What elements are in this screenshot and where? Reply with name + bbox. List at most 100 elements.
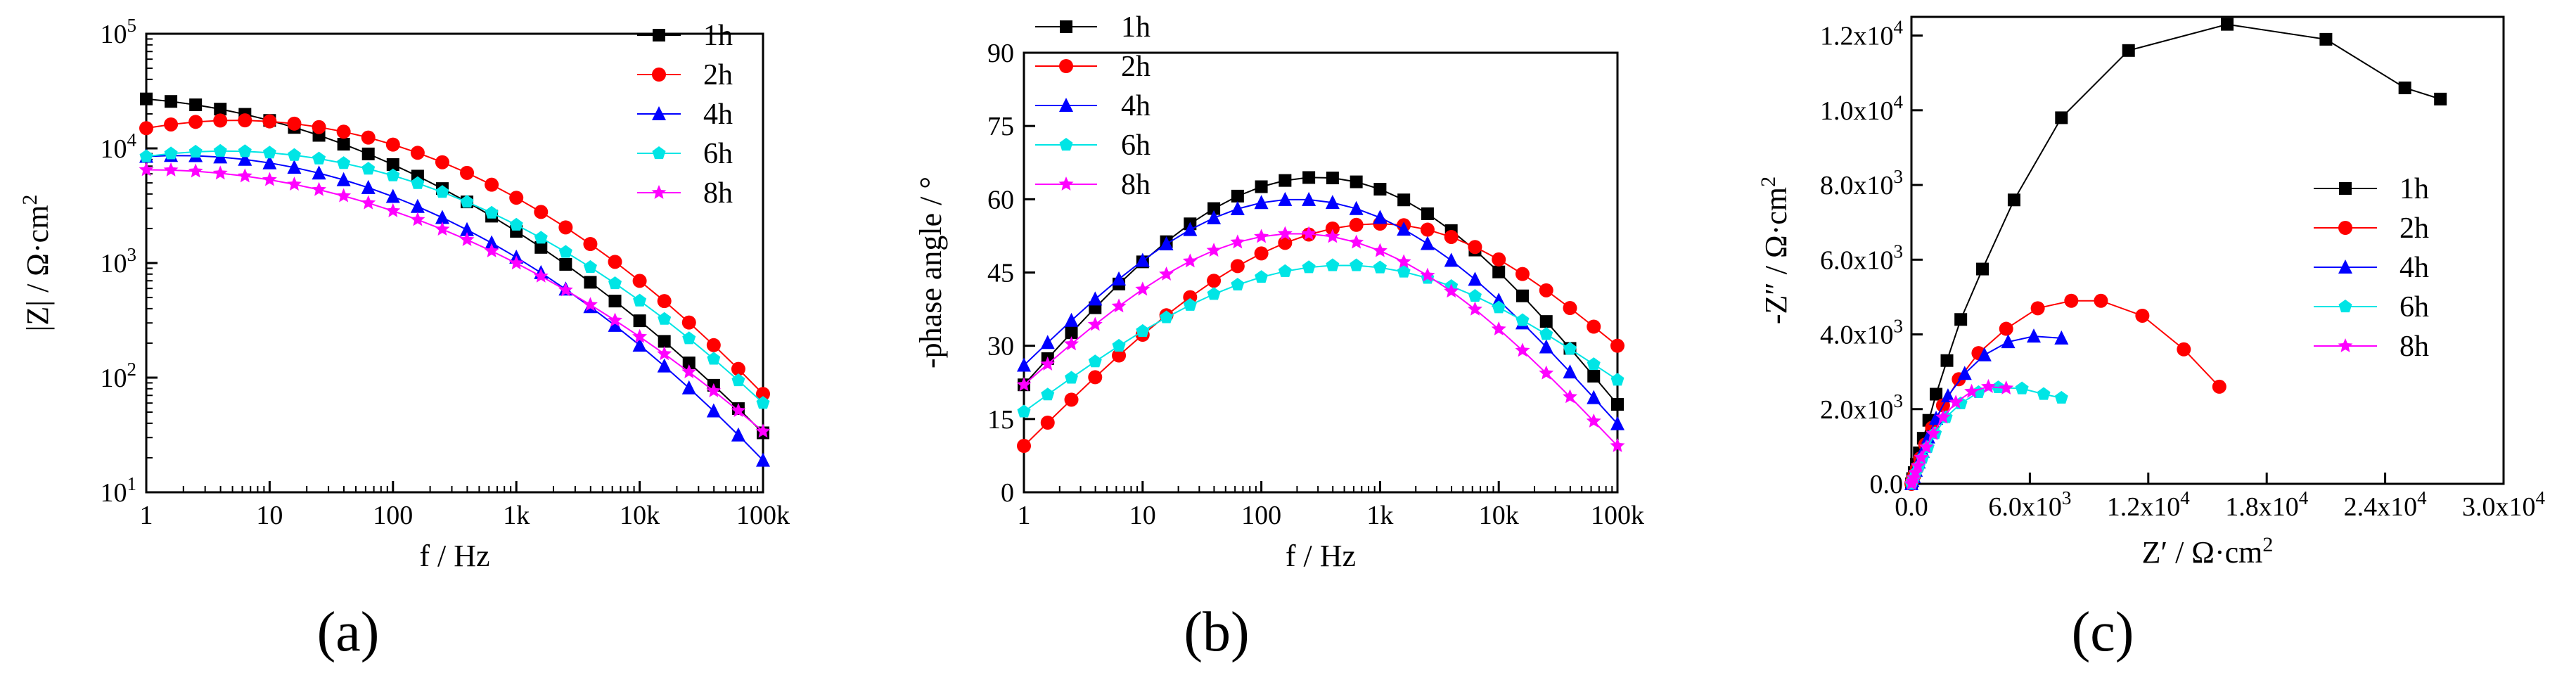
panel-b-data-point bbox=[1230, 234, 1245, 249]
panel-a-y-axis-label: |Z| / Ω·cm2 bbox=[18, 195, 55, 332]
panel-a-data-point bbox=[509, 217, 523, 231]
panel-a-data-point bbox=[558, 282, 573, 297]
panel-c-data-point bbox=[2135, 308, 2150, 323]
panel-b-data-point bbox=[1349, 217, 1364, 232]
panel-b-x-tick-label: 1 bbox=[1018, 501, 1031, 530]
panel-b-series-6h bbox=[1017, 258, 1625, 418]
panel-b-data-point bbox=[1420, 267, 1435, 282]
panel-a-data-point bbox=[140, 92, 153, 105]
panel-b-x-tick-label: 10 bbox=[1129, 501, 1156, 530]
panel-a-data-point bbox=[386, 158, 399, 171]
panel-b-data-point bbox=[1610, 438, 1625, 452]
panel-b-data-point bbox=[1610, 416, 1625, 430]
panel-b-data-point bbox=[1277, 226, 1293, 241]
panel-b-data-point bbox=[1254, 195, 1269, 210]
panel-b-data-point bbox=[1563, 389, 1577, 404]
panel-b-data-point bbox=[1373, 210, 1388, 224]
panel-c-data-point bbox=[2001, 334, 2016, 349]
panel-b-chart: 1 10 100 1k 10k 100k 0 15 30 45 60 75 90 f / Hz -phase… bbox=[914, 11, 1644, 573]
panel-a-data-point bbox=[336, 172, 351, 186]
panel-b-data-point bbox=[1231, 189, 1244, 203]
panel-a-data-point bbox=[213, 113, 228, 128]
panel-a-data-point bbox=[681, 364, 697, 378]
panel-a-series-line bbox=[146, 120, 764, 395]
panel-b-data-point bbox=[1255, 180, 1268, 193]
panel-c-data-point bbox=[2054, 390, 2068, 404]
panel-b-y-tick-label: 45 bbox=[987, 259, 1014, 288]
panel-b-data-point bbox=[1302, 260, 1316, 274]
panel-b-data-point bbox=[1492, 300, 1506, 314]
panel-c-series-4h bbox=[1904, 328, 2069, 490]
panel-b-y-tick-label: 30 bbox=[987, 332, 1014, 361]
panel-b-data-point bbox=[1183, 297, 1197, 311]
panel-a-data-point bbox=[706, 403, 721, 418]
panel-a-legend-marker bbox=[653, 29, 665, 41]
panel-b-data-point bbox=[1539, 365, 1554, 380]
panel-b-data-point bbox=[1065, 371, 1079, 384]
panel-c-y-tick-label: 8.0x103 bbox=[1820, 166, 1903, 200]
panel-a-data-point bbox=[287, 148, 301, 161]
panel-a-data-point bbox=[188, 144, 203, 158]
panel-a-data-point bbox=[312, 151, 326, 165]
panel-c-y-tick-label: 1.2x104 bbox=[1820, 17, 1904, 51]
panel-c-legend-label: 1h bbox=[2399, 173, 2429, 205]
panel-a-x-tick-label: 10 bbox=[256, 501, 283, 530]
panel-a-data-point bbox=[336, 124, 351, 139]
panel-b-data-point bbox=[1611, 398, 1624, 411]
panel-b-data-point bbox=[1017, 357, 1031, 372]
panel-a-y-tick-label: 105 bbox=[101, 15, 137, 49]
panel-a-data-point bbox=[139, 149, 153, 162]
panel-a-data-point bbox=[262, 155, 277, 169]
panel-a-data-point bbox=[312, 165, 326, 180]
panel-c-x-tick-label: 1.8x104 bbox=[2225, 487, 2309, 522]
panel-c-series-2h bbox=[1904, 293, 2226, 491]
panel-b-data-point bbox=[1159, 236, 1174, 250]
panel-b-series-4h bbox=[1017, 191, 1625, 430]
panel-a-data-point bbox=[262, 172, 277, 186]
panel-b-data-point bbox=[1064, 312, 1079, 327]
panel-b-legend-label: 1h bbox=[1121, 11, 1151, 44]
panel-a-chart: 1 10 100 1k 10k 100k 101 102 103 104 105 f / Hz |Z| … bbox=[18, 15, 790, 573]
panel-c-data-point bbox=[2177, 342, 2191, 357]
panel-b-y-tick-label: 0 bbox=[1001, 478, 1014, 508]
panel-c-data-point bbox=[1964, 383, 1980, 398]
panel-c-chart: 0.0 6.0x103 1.2x104 1.8x104 2.4x104 3.0x104 0.… bbox=[1757, 15, 2546, 570]
panel-a-data-point bbox=[658, 312, 672, 325]
panel-b-y-tick-label: 60 bbox=[987, 185, 1014, 214]
panel-b-legend-label: 4h bbox=[1121, 90, 1151, 122]
panel-c-data-point bbox=[1977, 347, 1992, 361]
panel-b-data-point bbox=[1350, 175, 1363, 188]
panel-b-data-point bbox=[1372, 243, 1388, 257]
panel-a-data-point bbox=[459, 231, 475, 246]
panel-b-x-tick-label: 1k bbox=[1366, 501, 1393, 530]
panel-b-data-point bbox=[1325, 195, 1340, 210]
panel-b-data-point bbox=[1492, 265, 1506, 278]
panel-a-x-tick-label: 1k bbox=[503, 501, 530, 530]
panel-a-data-point bbox=[583, 237, 598, 252]
panel-b-data-point bbox=[1088, 354, 1102, 368]
panel-b-data-point bbox=[1230, 259, 1245, 274]
panel-c-legend-marker bbox=[2338, 259, 2352, 274]
panel-a-x-tick-label: 1 bbox=[140, 501, 153, 530]
panel-b-data-point bbox=[1040, 335, 1055, 350]
panel-b-data-point bbox=[1491, 321, 1506, 335]
panel-b-data-point bbox=[1610, 338, 1625, 353]
panel-a-y-tick-label: 104 bbox=[101, 129, 137, 164]
panel-b-data-point bbox=[1064, 392, 1079, 407]
panel-c-data-point bbox=[2212, 379, 2226, 394]
panel-c-data-point bbox=[2094, 293, 2108, 308]
panel-a-series-line bbox=[146, 155, 764, 461]
panel-c-y-tick-label: 1.0x104 bbox=[1820, 91, 1904, 126]
panel-a-data-point bbox=[361, 195, 376, 210]
panel-a-data-point bbox=[460, 195, 474, 208]
panel-c-legend-label: 6h bbox=[2399, 291, 2429, 323]
panel-a-data-point bbox=[682, 356, 696, 369]
panel-b-data-point bbox=[1397, 193, 1411, 207]
panel-b-data-point bbox=[1088, 370, 1103, 385]
panel-c-data-point bbox=[2434, 92, 2447, 105]
panel-b-data-point bbox=[1065, 326, 1078, 340]
panel-a-label: (a) bbox=[317, 601, 380, 663]
panel-b-x-tick-label: 100k bbox=[1591, 501, 1644, 530]
panel-a-data-point bbox=[608, 295, 622, 308]
panel-a-data-point bbox=[214, 103, 227, 116]
